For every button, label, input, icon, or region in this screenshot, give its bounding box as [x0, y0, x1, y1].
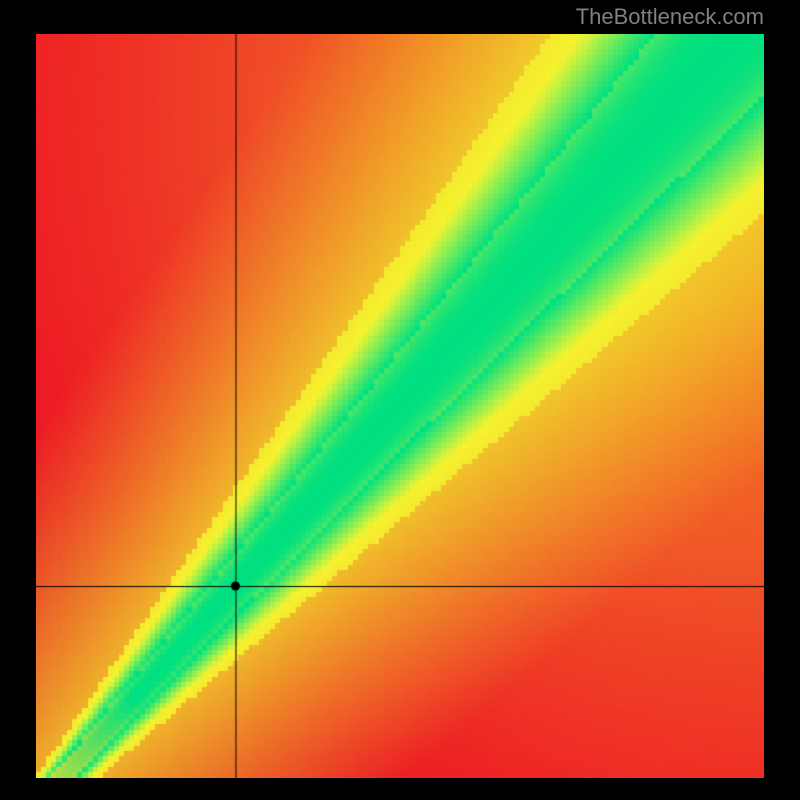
watermark-text: TheBottleneck.com	[576, 4, 764, 30]
heatmap-plot	[36, 34, 764, 778]
heatmap-canvas	[36, 34, 764, 778]
